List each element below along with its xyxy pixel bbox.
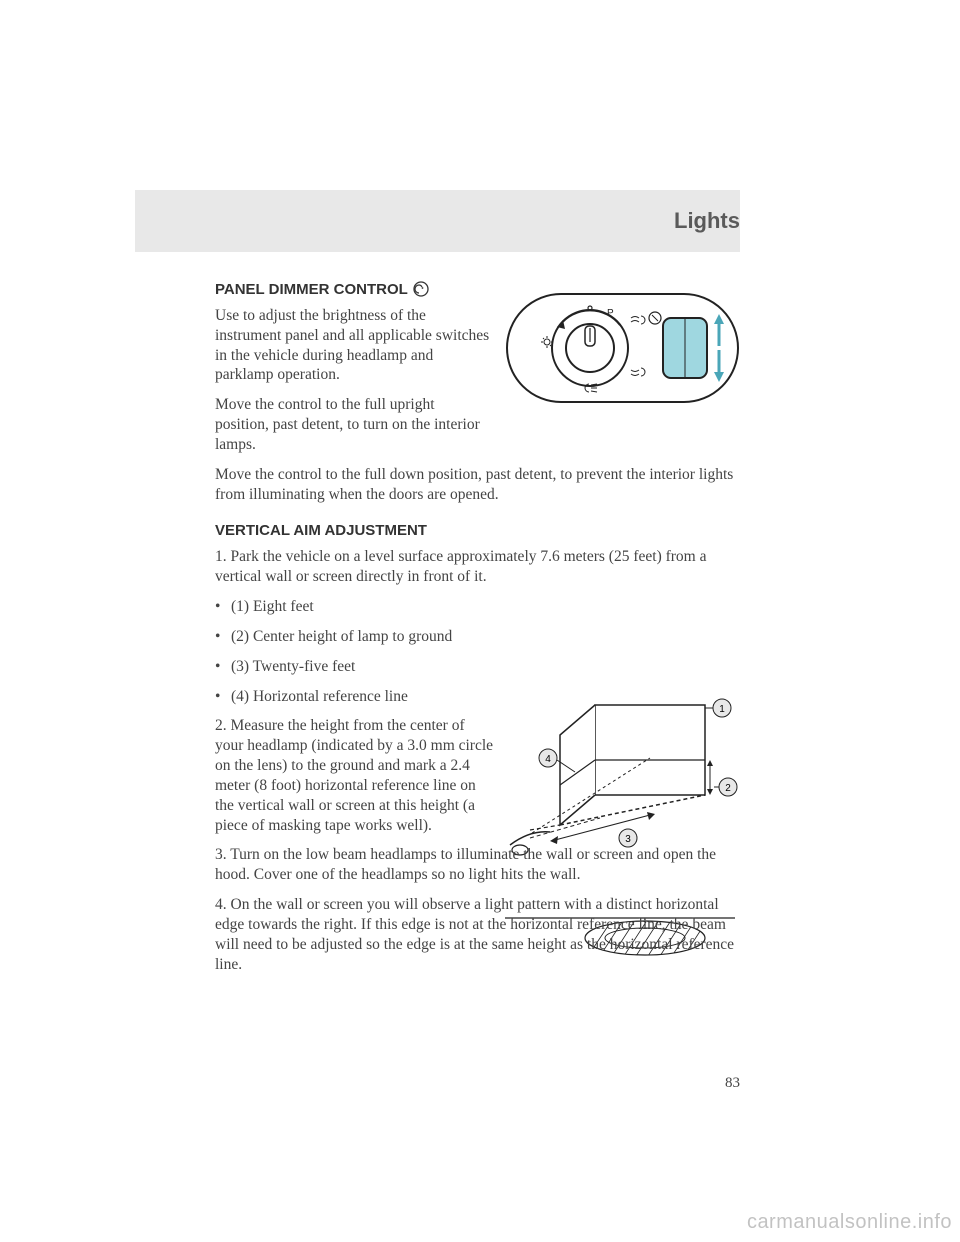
- aim-bullet-list: (1) Eight feet (2) Center height of lamp…: [215, 597, 745, 706]
- para-step3: 3. Turn on the low beam headlamps to ill…: [215, 845, 745, 885]
- brightness-icon: [412, 280, 430, 298]
- para-step1: 1. Park the vehicle on a level surface a…: [215, 547, 745, 587]
- para-step2: 2. Measure the height from the center of…: [215, 716, 495, 835]
- para-step4: 4. On the wall or screen you will observ…: [215, 895, 745, 974]
- watermark: carmanualsonline.info: [747, 1211, 952, 1234]
- para-dimmer-1: Use to adjust the brightness of the inst…: [215, 306, 490, 385]
- page-number: 83: [725, 1075, 740, 1092]
- bullet-2: (2) Center height of lamp to ground: [215, 627, 745, 647]
- para-dimmer-2: Move the control to the full upright pos…: [215, 395, 490, 454]
- bullet-4: (4) Horizontal reference line: [215, 687, 745, 707]
- heading-dimmer: PANEL DIMMER CONTROL: [215, 280, 745, 298]
- para-dimmer-3: Move the control to the full down positi…: [215, 465, 745, 505]
- bullet-1: (1) Eight feet: [215, 597, 745, 617]
- bullet-3: (3) Twenty-five feet: [215, 657, 745, 677]
- heading-aim: VERTICAL AIM ADJUSTMENT: [215, 522, 745, 539]
- heading-dimmer-text: PANEL DIMMER CONTROL: [215, 281, 408, 298]
